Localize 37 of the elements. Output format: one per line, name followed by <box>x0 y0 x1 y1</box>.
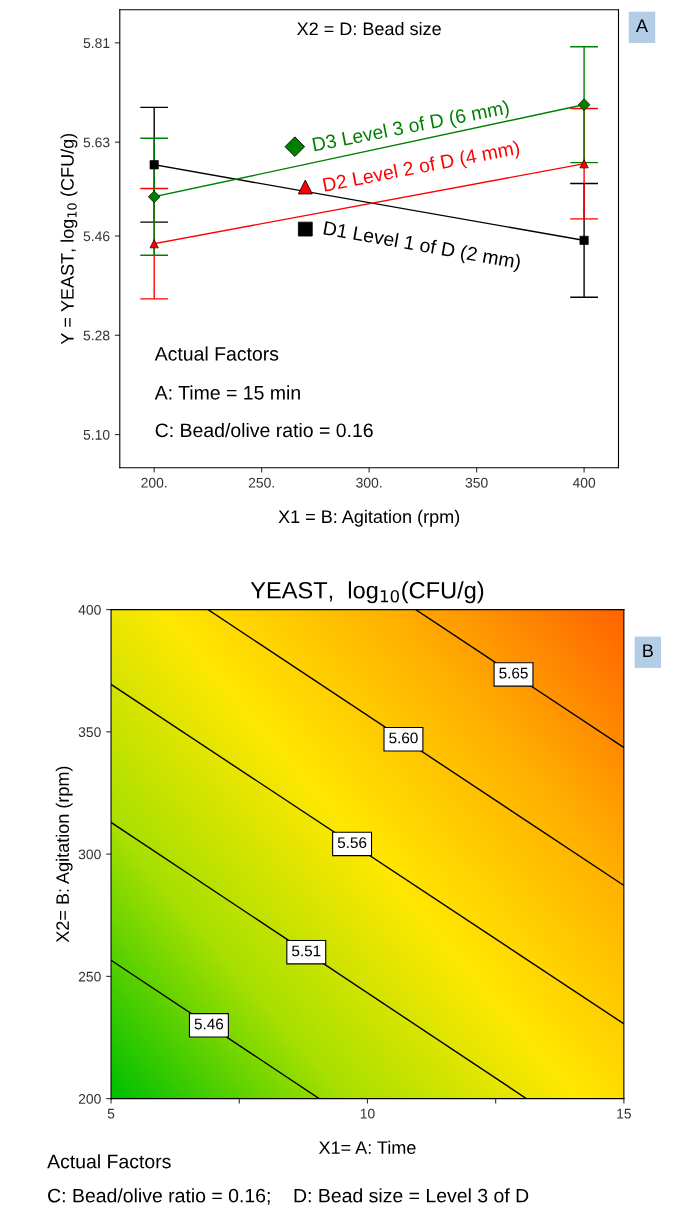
annotation: Actual Factors <box>154 346 279 361</box>
y-tick-label: 200 <box>78 1093 101 1104</box>
text: B <box>643 644 653 657</box>
x-tick-label: 250. <box>248 477 274 488</box>
x-axis-title: X1= A: Time <box>318 1140 416 1155</box>
x-tick-label: 300. <box>356 477 382 488</box>
annotation: A: Time = 15 min <box>154 385 300 400</box>
y-tick-label: 5.28 <box>83 330 110 341</box>
x-tick-label: 400 <box>572 477 596 488</box>
y-tick-label: 5.46 <box>83 231 110 242</box>
y-tick-label: 5.10 <box>83 429 110 440</box>
y-axis-title: X2= B: Agitation (rpm) <box>55 766 73 943</box>
annotation: C: Bead/olive ratio = 0.16 <box>155 422 373 438</box>
y-tick-label: 350 <box>78 727 101 738</box>
annotation: X2 = D: Bead size <box>297 21 441 36</box>
y-tick-label: 400 <box>78 604 101 615</box>
x-tick-label: 350 <box>465 477 488 488</box>
chart-title: YEAST, log$_{10}$(CFU/g) <box>250 581 484 604</box>
y-tick-label: 5.81 <box>83 38 110 49</box>
y-tick-label: 300 <box>78 849 101 860</box>
series-label: 5.51 <box>292 945 321 957</box>
x-tick-label: 15 <box>617 1108 632 1119</box>
x-axis-title: X1 = B: Agitation (rpm) <box>278 509 460 527</box>
y-axis-title: Y = YEAST, log$_{10}$ (CFU/g) <box>60 133 78 345</box>
text: D1 Level 1 of D (2 mm) <box>322 220 522 273</box>
x-tick-label: 200. <box>141 477 167 488</box>
y-tick-label: 5.63 <box>83 137 110 148</box>
series-label: 5.56 <box>337 837 367 849</box>
y-tick-label: 250 <box>78 971 101 982</box>
x-tick-label: 10 <box>360 1108 375 1119</box>
series-label: 5.65 <box>499 667 528 679</box>
text: A <box>635 19 648 32</box>
x-tick-label: 5 <box>107 1108 115 1119</box>
text: C: Bead/olive ratio = 0.16; D: Bead size = Level 3 of D <box>48 1188 529 1205</box>
series-label: 5.60 <box>389 732 418 744</box>
series-label: 5.46 <box>194 1018 224 1030</box>
text: Actual Factors <box>47 1154 171 1169</box>
